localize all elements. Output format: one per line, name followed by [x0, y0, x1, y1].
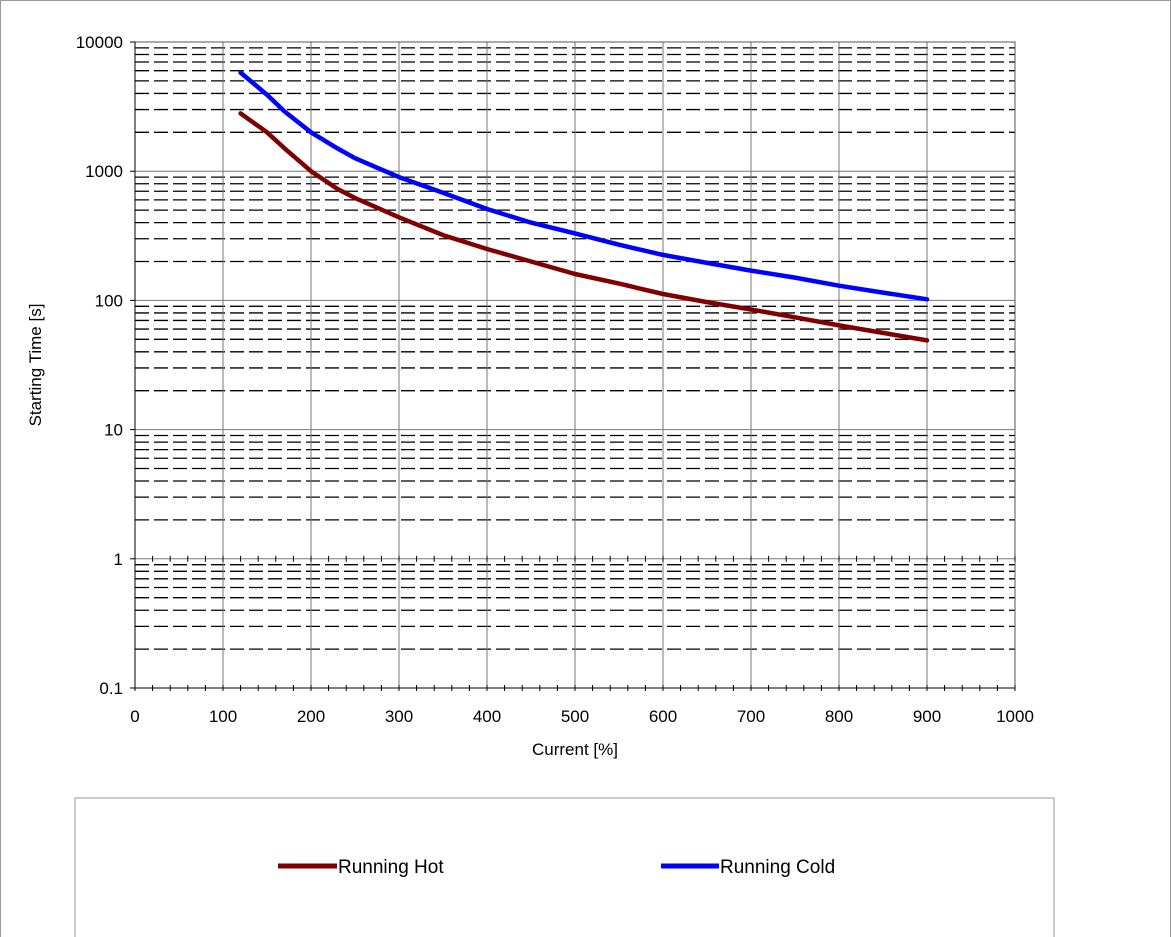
series-line-running-hot: [238, 111, 930, 343]
x-tick-label: 500: [561, 707, 589, 726]
series-layer: [238, 70, 930, 343]
x-tick-label: 800: [825, 707, 853, 726]
y-tick-label: 1000: [85, 162, 123, 181]
x-tick-label: 900: [913, 707, 941, 726]
legend-label-running-cold: Running Cold: [720, 857, 835, 878]
x-tick-label: 300: [385, 707, 413, 726]
legend: Running Hot Running Cold: [74, 797, 1055, 937]
y-axis-title: Starting Time [s]: [26, 304, 45, 427]
x-tick-label: 1000: [996, 707, 1034, 726]
x-tick-label: 200: [297, 707, 325, 726]
x-tick-label: 400: [473, 707, 501, 726]
y-tick-label: 1: [114, 550, 123, 569]
legend-box: [74, 797, 1055, 937]
y-tick-label: 100: [95, 291, 123, 310]
y-tick-label: 0.1: [99, 679, 123, 698]
y-tick-label: 10000: [76, 33, 123, 52]
legend-label-running-hot: Running Hot: [338, 857, 444, 878]
grid: [134, 41, 1016, 689]
series-line-running-cold: [238, 70, 930, 302]
x-tick-label: 100: [209, 707, 237, 726]
tick-labels: 0 100 200 300 400 500 600 700 800 900 1000 0.1 1 10 10…: [76, 33, 1034, 726]
x-tick-label: 600: [649, 707, 677, 726]
x-axis-title: Current [%]: [532, 740, 618, 759]
axes: [130, 41, 1016, 691]
x-tick-label: 0: [130, 707, 139, 726]
x-tick-label: 700: [737, 707, 765, 726]
y-tick-label: 10: [104, 421, 123, 440]
